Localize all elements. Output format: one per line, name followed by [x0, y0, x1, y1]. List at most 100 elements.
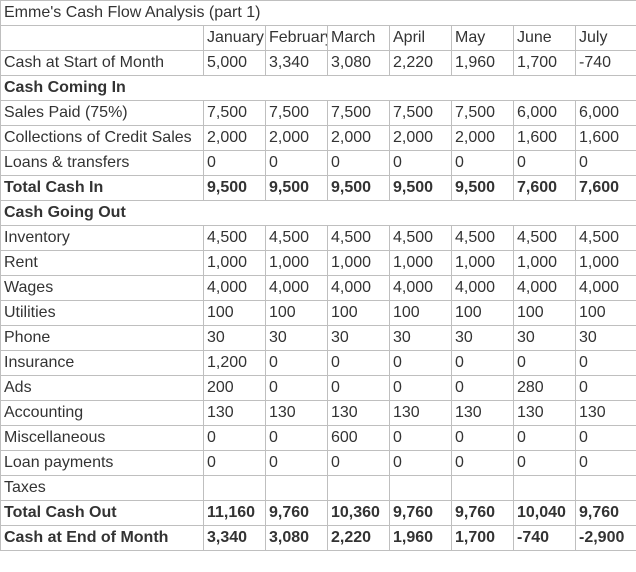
cell: 4,500 [204, 226, 266, 251]
cell: 7,500 [266, 101, 328, 126]
cell: 4,500 [452, 226, 514, 251]
cell: 9,500 [328, 176, 390, 201]
cell: 7,500 [328, 101, 390, 126]
cell: 0 [390, 151, 452, 176]
cell: 0 [204, 426, 266, 451]
cell: -740 [576, 51, 636, 76]
cell: 1,960 [452, 51, 514, 76]
table-row: Utilities100100100100100100100 [1, 301, 636, 326]
table-row: Wages4,0004,0004,0004,0004,0004,0004,000 [1, 276, 636, 301]
cell: 0 [204, 451, 266, 476]
cell: 2,000 [328, 126, 390, 151]
row-label: Loan payments [1, 451, 204, 476]
cell: 4,000 [576, 276, 636, 301]
cell: -2,900 [576, 526, 636, 551]
cell: 0 [576, 151, 636, 176]
table-title: Emme's Cash Flow Analysis (part 1) [1, 1, 636, 26]
month-header: January [204, 26, 266, 51]
cell: 4,000 [328, 276, 390, 301]
cell: 4,500 [576, 226, 636, 251]
cell: 9,760 [452, 501, 514, 526]
table-row: Cash Going Out [1, 201, 636, 226]
cell: 30 [514, 326, 576, 351]
cell: 0 [390, 351, 452, 376]
cell: 2,000 [204, 126, 266, 151]
month-header: February [266, 26, 328, 51]
table-row: Total Cash Out11,1609,76010,3609,7609,76… [1, 501, 636, 526]
table-row: Insurance1,200000000 [1, 351, 636, 376]
cell: 0 [576, 351, 636, 376]
cell: 1,000 [328, 251, 390, 276]
row-label: Cash at Start of Month [1, 51, 204, 76]
cell: 100 [390, 301, 452, 326]
row-label: Loans & transfers [1, 151, 204, 176]
cell: 4,000 [266, 276, 328, 301]
cell: 9,760 [576, 501, 636, 526]
cell: 100 [328, 301, 390, 326]
cell: 0 [452, 376, 514, 401]
cell: 7,600 [576, 176, 636, 201]
cell: 0 [328, 451, 390, 476]
section-header: Cash Going Out [1, 201, 636, 226]
section-header: Cash Coming In [1, 76, 636, 101]
cell: 1,960 [390, 526, 452, 551]
cell: 1,700 [514, 51, 576, 76]
cell: 0 [266, 376, 328, 401]
row-label: Ads [1, 376, 204, 401]
cell: 6,000 [576, 101, 636, 126]
cell: 1,000 [452, 251, 514, 276]
cell: 130 [328, 401, 390, 426]
cell: 3,340 [266, 51, 328, 76]
cell: 100 [576, 301, 636, 326]
table-row: Rent1,0001,0001,0001,0001,0001,0001,000 [1, 251, 636, 276]
table-row: Sales Paid (75%)7,5007,5007,5007,5007,50… [1, 101, 636, 126]
row-label: Taxes [1, 476, 204, 501]
table-row: Loans & transfers0000000 [1, 151, 636, 176]
cash-flow-table: Emme's Cash Flow Analysis (part 1)Januar… [0, 0, 636, 551]
cell [452, 476, 514, 501]
table-row: Cash Coming In [1, 76, 636, 101]
cell: 0 [266, 351, 328, 376]
cell: 1,000 [576, 251, 636, 276]
cell: 0 [390, 426, 452, 451]
cell: 9,500 [452, 176, 514, 201]
cell: 0 [204, 151, 266, 176]
month-header: July [576, 26, 636, 51]
cell: 0 [576, 376, 636, 401]
cell: 0 [266, 151, 328, 176]
cell: 130 [576, 401, 636, 426]
cell: 2,000 [390, 126, 452, 151]
cell: 4,500 [266, 226, 328, 251]
row-label: Total Cash In [1, 176, 204, 201]
cell: 9,500 [266, 176, 328, 201]
blank-header [1, 26, 204, 51]
cell: 130 [514, 401, 576, 426]
cell: 100 [204, 301, 266, 326]
cell: -740 [514, 526, 576, 551]
cell: 9,500 [390, 176, 452, 201]
cell: 9,760 [390, 501, 452, 526]
table-row: Taxes [1, 476, 636, 501]
cell: 30 [452, 326, 514, 351]
cell: 0 [576, 451, 636, 476]
cell: 4,000 [204, 276, 266, 301]
cell: 2,000 [266, 126, 328, 151]
cell: 10,360 [328, 501, 390, 526]
cell: 7,500 [204, 101, 266, 126]
table-row: Collections of Credit Sales2,0002,0002,0… [1, 126, 636, 151]
cell [328, 476, 390, 501]
row-label: Inventory [1, 226, 204, 251]
table-row: Inventory4,5004,5004,5004,5004,5004,5004… [1, 226, 636, 251]
cell: 0 [390, 451, 452, 476]
cell: 7,600 [514, 176, 576, 201]
row-label: Collections of Credit Sales [1, 126, 204, 151]
row-label: Phone [1, 326, 204, 351]
cell: 2,220 [390, 51, 452, 76]
row-label: Utilities [1, 301, 204, 326]
cell: 4,500 [514, 226, 576, 251]
cell: 0 [514, 426, 576, 451]
title-row: Emme's Cash Flow Analysis (part 1) [1, 1, 636, 26]
cell: 4,500 [390, 226, 452, 251]
cell: 1,600 [576, 126, 636, 151]
cell: 1,200 [204, 351, 266, 376]
